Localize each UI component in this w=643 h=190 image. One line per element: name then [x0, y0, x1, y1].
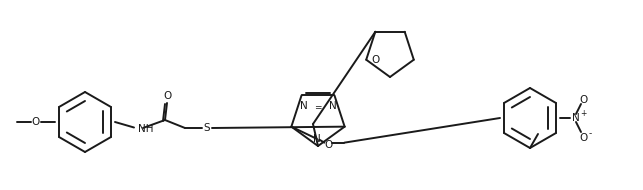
Text: S: S [204, 123, 210, 133]
Text: N: N [313, 134, 321, 144]
Text: N: N [572, 113, 580, 123]
Text: O: O [580, 133, 588, 143]
Text: N: N [329, 101, 336, 111]
Text: NH: NH [138, 124, 154, 134]
Text: -: - [588, 130, 592, 139]
Text: O: O [163, 91, 171, 101]
Text: O: O [580, 95, 588, 105]
Text: O: O [32, 117, 40, 127]
Text: +: + [580, 109, 586, 119]
Text: N: N [300, 101, 307, 111]
Text: O: O [324, 140, 332, 150]
Text: =: = [314, 103, 322, 112]
Text: O: O [371, 55, 379, 65]
